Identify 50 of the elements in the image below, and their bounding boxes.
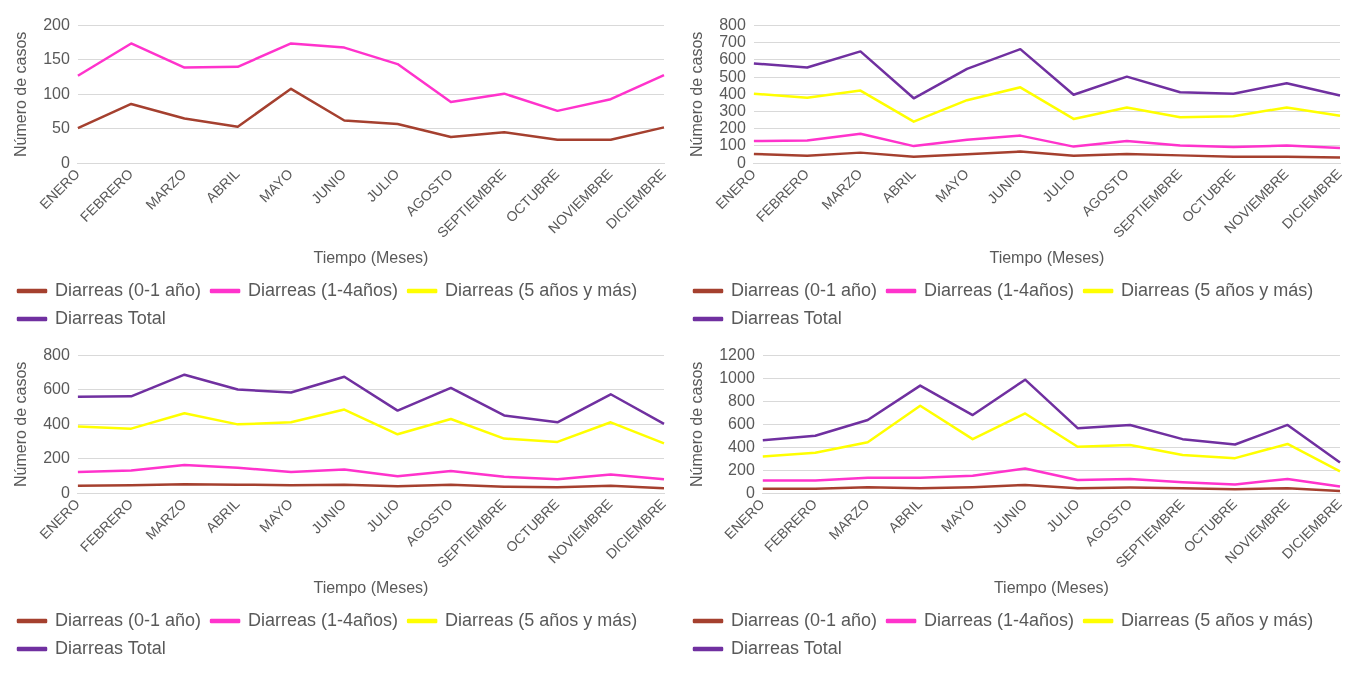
legend-label: Diarreas (5 años y más) xyxy=(445,609,638,630)
legend-label: Diarreas (1-4años) xyxy=(924,609,1075,630)
legend-label: Diarreas (0-1 año) xyxy=(55,279,202,300)
y-tick-label: 1000 xyxy=(719,368,755,386)
y-tick-label: 150 xyxy=(43,50,70,68)
legend-label: Diarreas (5 años y más) xyxy=(445,279,638,300)
y-tick-label: 300 xyxy=(719,101,746,119)
y-tick-label: 200 xyxy=(728,460,755,478)
x-axis-title: Tiempo (Meses) xyxy=(993,578,1109,596)
legend-label: Diarreas (1-4años) xyxy=(924,279,1075,300)
y-tick-label: 700 xyxy=(719,33,746,51)
y-tick-label: 600 xyxy=(719,50,746,68)
y-tick-label: 0 xyxy=(745,483,755,501)
legend-label: Diarreas (0-1 año) xyxy=(55,609,202,630)
y-axis-title: Número de casos xyxy=(12,31,30,158)
x-axis-title: Tiempo (Meses) xyxy=(313,248,429,266)
y-tick-label: 50 xyxy=(52,119,70,137)
legend-label: Diarreas (5 años y más) xyxy=(1121,279,1314,300)
y-tick-label: 0 xyxy=(60,483,70,501)
y-axis-title: Número de casos xyxy=(688,31,706,158)
y-tick-label: 200 xyxy=(43,449,70,467)
y-tick-label: 800 xyxy=(43,346,70,364)
y-axis-title: Número de casos xyxy=(12,361,30,488)
legend-label: Diarreas Total xyxy=(55,637,166,658)
y-tick-label: 600 xyxy=(728,414,755,432)
y-axis-title: Número de casos xyxy=(688,361,706,488)
y-tick-label: 100 xyxy=(719,136,746,154)
y-tick-label: 400 xyxy=(719,84,746,102)
legend-label: Diarreas (1-4años) xyxy=(248,609,399,630)
y-tick-label: 600 xyxy=(43,380,70,398)
legend-label: Diarreas Total xyxy=(731,307,842,328)
legend-label: Diarreas Total xyxy=(55,307,166,328)
x-axis-title: Tiempo (Meses) xyxy=(313,578,429,596)
legend-label: Diarreas (1-4años) xyxy=(248,279,399,300)
y-tick-label: 400 xyxy=(728,437,755,455)
legend-label: Diarreas (5 años y más) xyxy=(1121,609,1314,630)
y-tick-label: 100 xyxy=(43,84,70,102)
y-tick-label: 500 xyxy=(719,67,746,85)
legend-label: Diarreas (0-1 año) xyxy=(731,609,878,630)
legend-label: Diarreas (0-1 año) xyxy=(731,279,878,300)
y-tick-label: 800 xyxy=(719,16,746,34)
y-tick-label: 800 xyxy=(728,391,755,409)
y-tick-label: 0 xyxy=(60,153,70,171)
y-tick-label: 200 xyxy=(719,119,746,137)
y-tick-label: 400 xyxy=(43,414,70,432)
legend-label: Diarreas Total xyxy=(731,637,842,658)
y-tick-label: 1200 xyxy=(719,346,755,364)
y-tick-label: 200 xyxy=(43,16,70,34)
x-axis-title: Tiempo (Meses) xyxy=(989,248,1105,266)
y-tick-label: 0 xyxy=(736,153,746,171)
